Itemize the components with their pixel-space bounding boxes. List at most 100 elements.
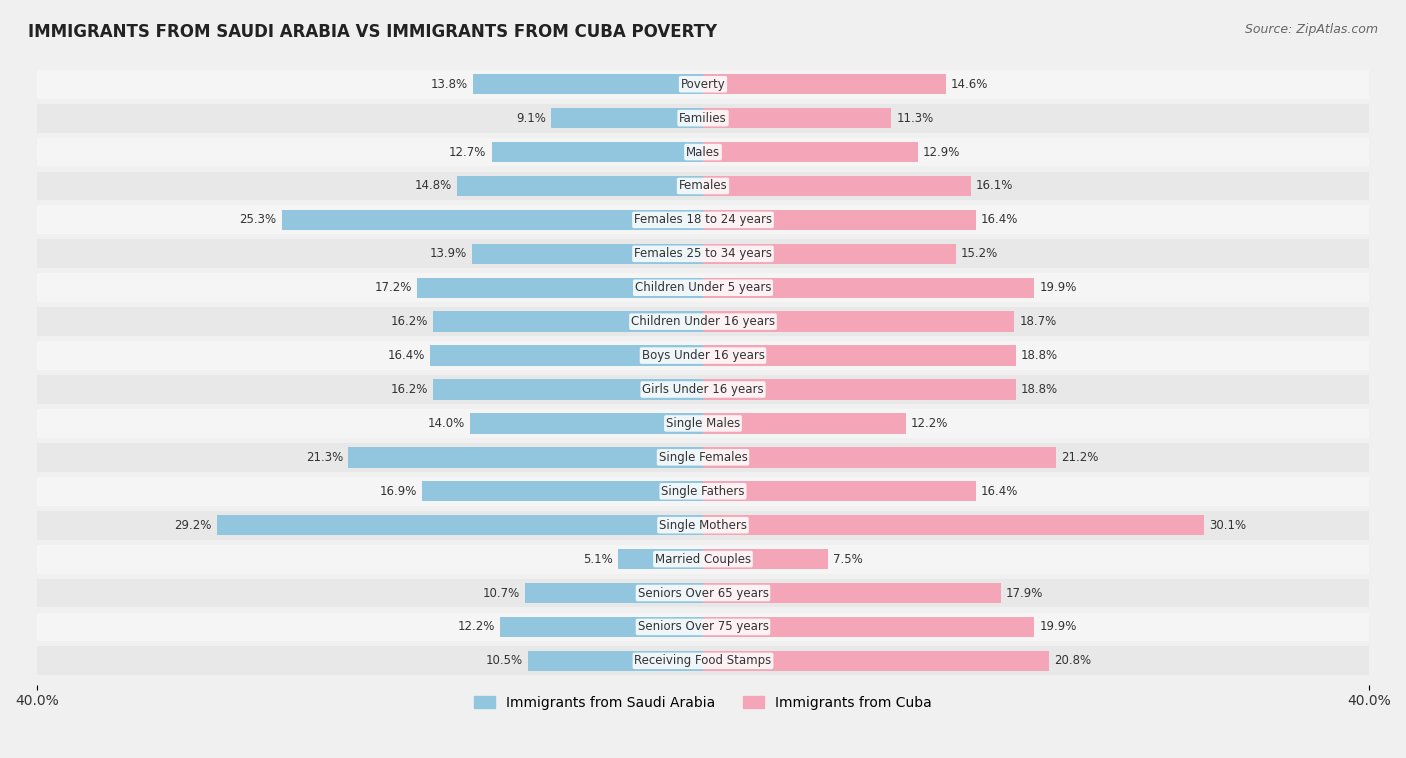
Text: 7.5%: 7.5%: [832, 553, 863, 565]
Bar: [499, 617, 703, 637]
Text: Children Under 16 years: Children Under 16 years: [631, 315, 775, 328]
Text: 5.1%: 5.1%: [583, 553, 613, 565]
Bar: [37, 307, 1369, 336]
Text: Families: Families: [679, 111, 727, 124]
Bar: [37, 409, 1369, 438]
Bar: [37, 477, 1369, 506]
Text: Married Couples: Married Couples: [655, 553, 751, 565]
Text: 18.8%: 18.8%: [1021, 383, 1059, 396]
Text: 30.1%: 30.1%: [1209, 518, 1246, 531]
Bar: [37, 240, 1369, 268]
Bar: [703, 413, 907, 434]
Bar: [37, 104, 1369, 133]
Text: 10.7%: 10.7%: [482, 587, 520, 600]
Bar: [529, 650, 703, 671]
Text: Females 18 to 24 years: Females 18 to 24 years: [634, 214, 772, 227]
Text: Single Fathers: Single Fathers: [661, 485, 745, 498]
Bar: [492, 142, 703, 162]
Bar: [703, 142, 918, 162]
Text: Females: Females: [679, 180, 727, 193]
Text: 17.9%: 17.9%: [1007, 587, 1043, 600]
Bar: [703, 74, 946, 95]
Text: 16.2%: 16.2%: [391, 383, 429, 396]
Bar: [37, 647, 1369, 675]
Text: 9.1%: 9.1%: [516, 111, 547, 124]
Text: 12.9%: 12.9%: [922, 146, 960, 158]
Bar: [37, 511, 1369, 540]
Bar: [703, 583, 1001, 603]
Bar: [703, 650, 1049, 671]
Text: 16.1%: 16.1%: [976, 180, 1014, 193]
Bar: [703, 379, 1017, 399]
Text: 16.4%: 16.4%: [981, 214, 1018, 227]
Text: 14.6%: 14.6%: [950, 78, 988, 91]
Text: Receiving Food Stamps: Receiving Food Stamps: [634, 654, 772, 667]
Text: Poverty: Poverty: [681, 78, 725, 91]
Bar: [703, 243, 956, 264]
Text: 10.5%: 10.5%: [486, 654, 523, 667]
Bar: [37, 205, 1369, 234]
Text: Single Males: Single Males: [666, 417, 740, 430]
Bar: [37, 274, 1369, 302]
Text: 14.0%: 14.0%: [427, 417, 465, 430]
Text: Source: ZipAtlas.com: Source: ZipAtlas.com: [1244, 23, 1378, 36]
Text: 29.2%: 29.2%: [174, 518, 212, 531]
Bar: [703, 176, 972, 196]
Bar: [37, 578, 1369, 607]
Text: Children Under 5 years: Children Under 5 years: [634, 281, 772, 294]
Bar: [37, 612, 1369, 641]
Bar: [471, 243, 703, 264]
Text: 20.8%: 20.8%: [1054, 654, 1091, 667]
Text: 19.9%: 19.9%: [1039, 621, 1077, 634]
Text: 25.3%: 25.3%: [239, 214, 277, 227]
Bar: [457, 176, 703, 196]
Text: Males: Males: [686, 146, 720, 158]
Bar: [703, 617, 1035, 637]
Bar: [551, 108, 703, 128]
Text: 21.3%: 21.3%: [307, 451, 343, 464]
Bar: [703, 210, 976, 230]
Bar: [470, 413, 703, 434]
Bar: [703, 515, 1205, 535]
Text: 12.2%: 12.2%: [457, 621, 495, 634]
Text: IMMIGRANTS FROM SAUDI ARABIA VS IMMIGRANTS FROM CUBA POVERTY: IMMIGRANTS FROM SAUDI ARABIA VS IMMIGRAN…: [28, 23, 717, 41]
Bar: [281, 210, 703, 230]
Bar: [37, 443, 1369, 471]
Text: 14.8%: 14.8%: [415, 180, 451, 193]
Bar: [703, 346, 1017, 366]
Text: Single Mothers: Single Mothers: [659, 518, 747, 531]
Bar: [37, 70, 1369, 99]
Bar: [430, 346, 703, 366]
Bar: [433, 379, 703, 399]
Bar: [703, 108, 891, 128]
Bar: [37, 545, 1369, 574]
Text: 12.7%: 12.7%: [449, 146, 486, 158]
Bar: [422, 481, 703, 502]
Text: 16.2%: 16.2%: [391, 315, 429, 328]
Bar: [703, 447, 1056, 468]
Bar: [703, 312, 1014, 332]
Text: 19.9%: 19.9%: [1039, 281, 1077, 294]
Legend: Immigrants from Saudi Arabia, Immigrants from Cuba: Immigrants from Saudi Arabia, Immigrants…: [468, 690, 938, 715]
Bar: [619, 549, 703, 569]
Text: 16.4%: 16.4%: [388, 349, 425, 362]
Text: 13.8%: 13.8%: [432, 78, 468, 91]
Bar: [37, 138, 1369, 167]
Text: 15.2%: 15.2%: [962, 247, 998, 260]
Text: Seniors Over 75 years: Seniors Over 75 years: [637, 621, 769, 634]
Text: 13.9%: 13.9%: [429, 247, 467, 260]
Bar: [37, 341, 1369, 370]
Bar: [349, 447, 703, 468]
Text: 17.2%: 17.2%: [374, 281, 412, 294]
Bar: [703, 549, 828, 569]
Bar: [433, 312, 703, 332]
Text: Boys Under 16 years: Boys Under 16 years: [641, 349, 765, 362]
Bar: [524, 583, 703, 603]
Text: Females 25 to 34 years: Females 25 to 34 years: [634, 247, 772, 260]
Bar: [217, 515, 703, 535]
Bar: [703, 277, 1035, 298]
Text: Single Females: Single Females: [658, 451, 748, 464]
Text: 12.2%: 12.2%: [911, 417, 949, 430]
Text: 18.7%: 18.7%: [1019, 315, 1057, 328]
Text: 16.4%: 16.4%: [981, 485, 1018, 498]
